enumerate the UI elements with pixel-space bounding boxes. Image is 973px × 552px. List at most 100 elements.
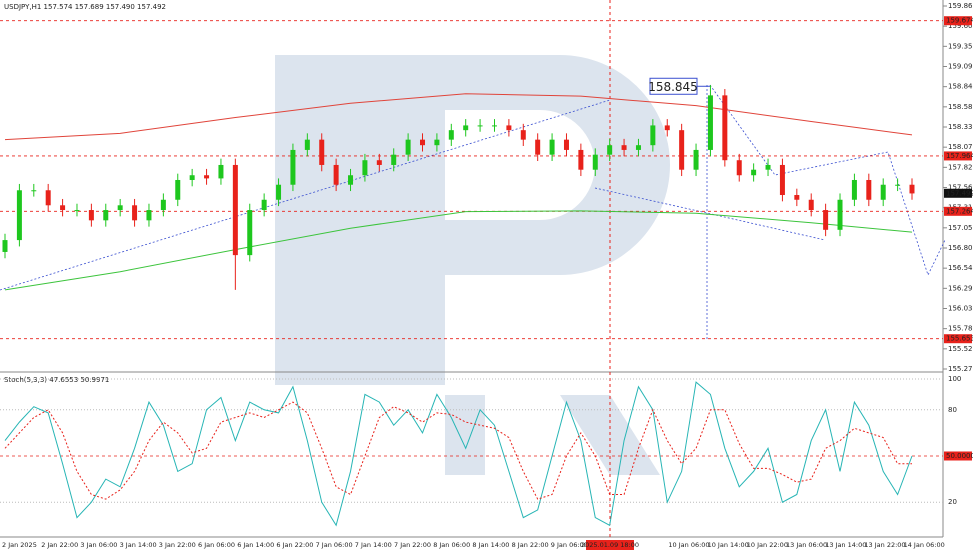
- crosshair-time-label: 2025.01.09 18:00: [581, 541, 639, 549]
- candle-body: [607, 145, 613, 155]
- x-tick-label: 8 Jan 22:00: [512, 541, 549, 549]
- x-tick-label: 13 Jan 22:00: [864, 541, 905, 549]
- candle-body: [420, 139, 426, 146]
- candle-body: [348, 175, 354, 185]
- candle-body: [45, 190, 51, 206]
- candle-body: [506, 125, 512, 131]
- candle-body: [650, 125, 656, 146]
- current-price-box: [944, 188, 972, 198]
- x-tick-label: 7 Jan 14:00: [355, 541, 392, 549]
- forecast-line: [709, 84, 946, 277]
- candle-body: [160, 199, 166, 211]
- candle-body: [736, 160, 742, 176]
- candle-body: [895, 184, 901, 186]
- x-tick-label: 6 Jan 14:00: [237, 541, 274, 549]
- y-tick-label: 158.075: [948, 143, 973, 151]
- chart-title: USDJPY,H1 157.574 157.689 157.490 157.49…: [4, 3, 166, 11]
- y-tick-label: 156.035: [948, 305, 973, 313]
- watermark-bowl: [445, 55, 670, 275]
- y-tick-label: 155.525: [948, 345, 973, 353]
- candle-body: [103, 210, 109, 221]
- candle-body: [592, 154, 598, 170]
- moving-average: [4, 93, 913, 141]
- candle-body: [175, 179, 181, 200]
- candle-body: [837, 199, 843, 230]
- y-tick-label: 159.095: [948, 63, 973, 71]
- y-tick-label: 159.605: [948, 22, 973, 30]
- candle-body: [477, 125, 483, 127]
- y-tick-label: 155.780: [948, 325, 973, 333]
- candle-body: [319, 139, 325, 165]
- candle-body: [88, 210, 94, 221]
- candle-body: [362, 160, 368, 176]
- x-tick-label: 6 Jan 22:00: [276, 541, 313, 549]
- price-level-label: 157.264: [946, 207, 973, 215]
- candle-body: [909, 184, 915, 194]
- trend-line: [0, 99, 611, 291]
- candle-body: [261, 199, 267, 211]
- candle-body: [463, 125, 469, 131]
- candle-body: [276, 184, 282, 200]
- x-tick-label: 13 Jan 06:00: [786, 541, 827, 549]
- stoch-line: [4, 381, 913, 527]
- candle-body: [621, 145, 627, 150]
- y-tick-label: 156.800: [948, 244, 973, 252]
- candle-body: [751, 169, 757, 176]
- candle-body: [866, 179, 872, 200]
- candle-body: [693, 149, 699, 170]
- candle-body: [779, 164, 785, 196]
- candle-body: [491, 125, 497, 127]
- candle-body: [722, 95, 728, 161]
- candle-body: [434, 139, 440, 146]
- price-level-box: [944, 206, 972, 216]
- price-level-label: 157.964: [946, 152, 973, 160]
- x-tick-label: 10 Jan 14:00: [708, 541, 749, 549]
- candle-body: [765, 164, 771, 170]
- price-level-label: 159.674: [946, 17, 973, 25]
- candle-body: [535, 139, 541, 155]
- candle-body: [808, 199, 814, 211]
- trend-lines: [0, 84, 946, 340]
- level-label: 50.0000: [946, 452, 973, 460]
- candle-body: [16, 190, 22, 241]
- x-tick-label: 6 Jan 06:00: [198, 541, 235, 549]
- candle-body: [74, 210, 80, 212]
- candle-body: [189, 175, 195, 180]
- watermark-stem-low: [445, 395, 485, 475]
- y-tick-label: 158.585: [948, 103, 973, 111]
- y-tick-label: 20: [948, 498, 957, 506]
- candle-body: [333, 164, 339, 185]
- candle-body: [448, 130, 454, 140]
- price-level-box: [944, 334, 972, 344]
- x-tick-label: 3 Jan 14:00: [120, 541, 157, 549]
- candle-body: [146, 210, 152, 221]
- y-tick-label: 157.055: [948, 224, 973, 232]
- x-tick-label: 10 Jan 22:00: [747, 541, 788, 549]
- watermark: [275, 55, 670, 475]
- x-tick-label: 9 Jan 06:00: [551, 541, 588, 549]
- y-tick-label: 156.290: [948, 284, 973, 292]
- annotation-label: 158.845: [648, 80, 698, 94]
- candle-body: [520, 130, 526, 140]
- level-box: [944, 451, 972, 461]
- price-level-box: [944, 151, 972, 161]
- candle-body: [664, 125, 670, 131]
- price-level-label: 155.653: [946, 335, 973, 343]
- y-tick-label: 100: [948, 375, 961, 383]
- indicator-title: Stoch(5,3,3) 47.6553 50.9971: [4, 376, 109, 384]
- candle-body: [304, 139, 310, 150]
- y-tick-label: 157.565: [948, 184, 973, 192]
- candle-body: [549, 139, 555, 155]
- candle-body: [823, 210, 829, 230]
- candle-body: [578, 149, 584, 170]
- y-tick-label: 80: [948, 406, 957, 414]
- y-tick-label: 159.350: [948, 42, 973, 50]
- candle-body: [2, 240, 8, 252]
- candle-body: [794, 195, 800, 200]
- y-tick-label: 158.840: [948, 83, 973, 91]
- panel-titles: USDJPY,H1 157.574 157.689 157.490 157.49…: [4, 3, 166, 384]
- x-tick-label: 3 Jan 22:00: [159, 541, 196, 549]
- candle-body: [204, 175, 210, 179]
- x-tick-label: 8 Jan 14:00: [472, 541, 509, 549]
- y-tick-label: 155.270: [948, 365, 973, 373]
